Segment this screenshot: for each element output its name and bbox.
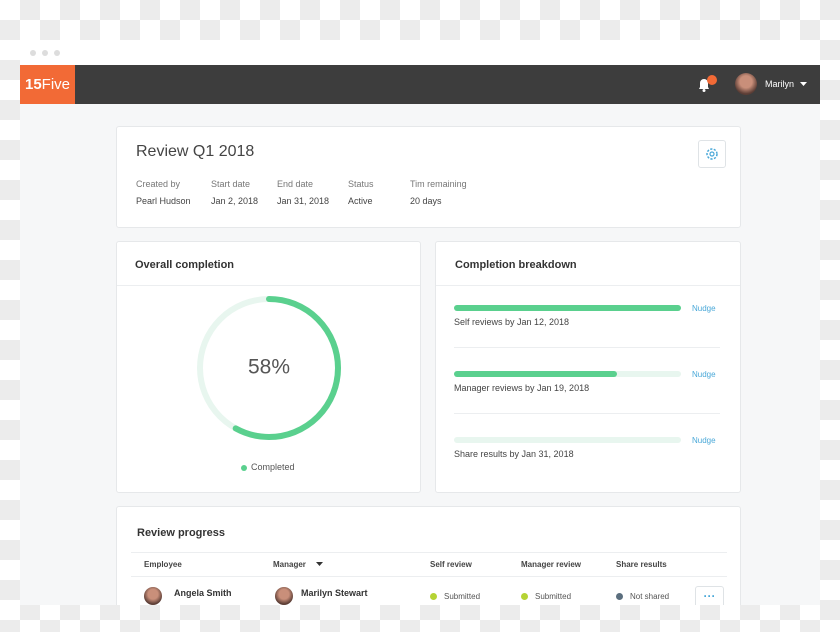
column-header: Self review: [430, 560, 472, 569]
status-label: Not shared: [630, 592, 670, 601]
settings-button[interactable]: [698, 140, 726, 168]
status: Submitted: [521, 592, 571, 601]
logo[interactable]: 15Five: [20, 65, 75, 104]
progress-track: [454, 371, 681, 377]
notifications[interactable]: [696, 75, 718, 93]
progress-label: Self reviews by Jan 12, 2018: [454, 317, 570, 327]
legend: Completed: [241, 462, 295, 472]
card-title: Overall completion: [135, 259, 235, 271]
row-menu[interactable]: ···: [695, 586, 724, 605]
review-title: Review Q1 2018: [136, 143, 255, 160]
status-label: Submitted: [444, 592, 481, 601]
breakdown-card: Completion breakdown: [435, 241, 741, 493]
nudge-link[interactable]: Nudge: [692, 304, 716, 313]
overall-card: Overall completion 58% Completed: [116, 241, 421, 493]
status: Not shared: [616, 592, 669, 601]
nudge-link[interactable]: Nudge: [692, 436, 716, 445]
progress-card: Review progress Employee Manager Self revi…: [116, 506, 741, 605]
title-bar: [20, 40, 820, 65]
column-header: Employee: [144, 560, 182, 569]
field-label: Tim remaining: [410, 179, 467, 189]
progress-label: Share results by Jan 31, 2018: [454, 449, 574, 459]
card-title: Completion breakdown: [455, 259, 577, 271]
column-header: Share results: [616, 560, 667, 569]
column-header: Manager review: [521, 560, 582, 569]
column-header[interactable]: Manager: [273, 560, 306, 569]
manager-name: Marilyn Stewart: [301, 588, 368, 598]
user-caret[interactable]: [800, 82, 808, 87]
user-name[interactable]: Marilyn: [765, 79, 795, 89]
sort-caret[interactable]: [316, 562, 324, 567]
logo-number: 15: [24, 76, 42, 93]
logo-word: Five: [41, 76, 71, 93]
donut: 58%: [197, 296, 341, 440]
donut-arc: [197, 296, 341, 440]
field-label: Created by: [136, 179, 181, 189]
nav-bar: 15Five Marilyn: [20, 65, 820, 104]
field-value: Jan 2, 2018: [211, 196, 259, 206]
progress-track: [454, 305, 681, 311]
legend-label: Completed: [251, 462, 295, 472]
browser-window: 15Five Marilyn Review Q1 2018 Created by…: [20, 40, 820, 605]
user-avatar[interactable]: [735, 73, 757, 95]
field-value: Active: [348, 196, 373, 206]
field-value: Pearl Hudson: [136, 196, 191, 206]
employee-avatar: [144, 587, 162, 605]
field-label: End date: [277, 179, 314, 189]
progress-label: Manager reviews by Jan 19, 2018: [454, 383, 590, 393]
progress-track: [454, 437, 681, 443]
manager-avatar: [275, 587, 293, 605]
employee-name: Angela Smith: [174, 588, 232, 598]
status: Submitted: [430, 592, 480, 601]
progress-bar: [454, 371, 618, 377]
field-value: Jan 31, 2018: [277, 196, 330, 206]
nudge-link[interactable]: Nudge: [692, 370, 716, 379]
review-card: Review Q1 2018 Created by Pearl Hudson St…: [116, 126, 741, 228]
card-title: Review progress: [137, 527, 226, 539]
status-label: Submitted: [535, 592, 572, 601]
donut-label: 58%: [248, 356, 290, 379]
field-label: Start date: [211, 179, 251, 189]
field-label: Status: [348, 179, 374, 189]
field-value: 20 days: [410, 196, 442, 206]
progress-bar: [454, 305, 681, 311]
